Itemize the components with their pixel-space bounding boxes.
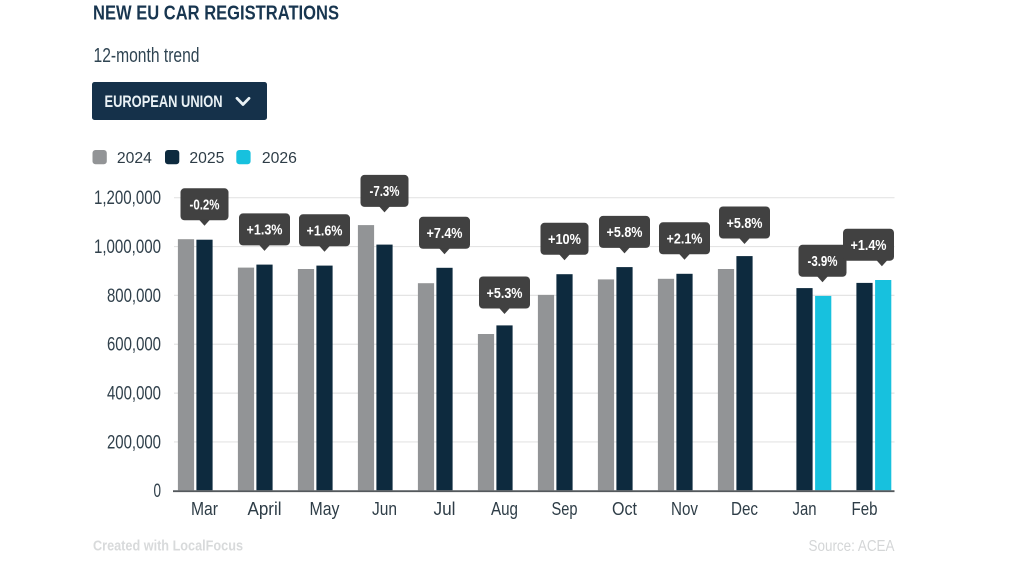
svg-text:+5.3%: +5.3%	[487, 286, 523, 302]
svg-text:+1.3%: +1.3%	[247, 223, 283, 239]
svg-text:Dec: Dec	[731, 499, 758, 519]
svg-text:400,000: 400,000	[107, 384, 161, 405]
svg-text:Jan: Jan	[793, 499, 817, 519]
svg-text:Source: ACEA: Source: ACEA	[809, 538, 896, 555]
svg-text:1,200,000: 1,200,000	[94, 188, 161, 209]
svg-text:1,000,000: 1,000,000	[94, 237, 161, 258]
svg-text:+7.4%: +7.4%	[427, 226, 463, 242]
svg-text:600,000: 600,000	[107, 335, 161, 356]
svg-text:-0.2%: -0.2%	[190, 198, 220, 214]
svg-text:April: April	[248, 499, 282, 519]
svg-text:12-month trend: 12-month trend	[94, 45, 200, 67]
svg-text:Feb: Feb	[852, 499, 878, 519]
svg-text:800,000: 800,000	[107, 286, 161, 307]
svg-text:+10%: +10%	[548, 232, 581, 248]
svg-text:Jun: Jun	[372, 499, 397, 519]
svg-text:+5.8%: +5.8%	[727, 216, 763, 232]
svg-text:EUROPEAN UNION: EUROPEAN UNION	[105, 93, 223, 111]
svg-text:200,000: 200,000	[107, 432, 161, 453]
svg-text:Sep: Sep	[552, 499, 578, 519]
svg-text:+5.8%: +5.8%	[607, 225, 643, 241]
svg-text:2024: 2024	[117, 150, 152, 167]
svg-text:Created with LocalFocus: Created with LocalFocus	[93, 538, 243, 554]
svg-text:0: 0	[154, 481, 162, 502]
svg-text:2026: 2026	[262, 150, 297, 167]
svg-text:+1.6%: +1.6%	[307, 224, 343, 240]
svg-text:+2.1%: +2.1%	[667, 232, 703, 248]
svg-text:Jul: Jul	[434, 499, 456, 519]
svg-text:Aug: Aug	[491, 499, 518, 519]
svg-text:NEW EU CAR REGISTRATIONS: NEW EU CAR REGISTRATIONS	[93, 3, 339, 25]
svg-text:Mar: Mar	[191, 499, 218, 519]
svg-text:Nov: Nov	[671, 499, 698, 519]
svg-text:2025: 2025	[189, 150, 224, 167]
svg-text:-3.9%: -3.9%	[808, 254, 838, 270]
svg-text:May: May	[310, 499, 340, 519]
svg-text:-7.3%: -7.3%	[370, 184, 400, 200]
svg-text:+1.4%: +1.4%	[851, 238, 887, 254]
svg-text:Oct: Oct	[612, 499, 637, 519]
